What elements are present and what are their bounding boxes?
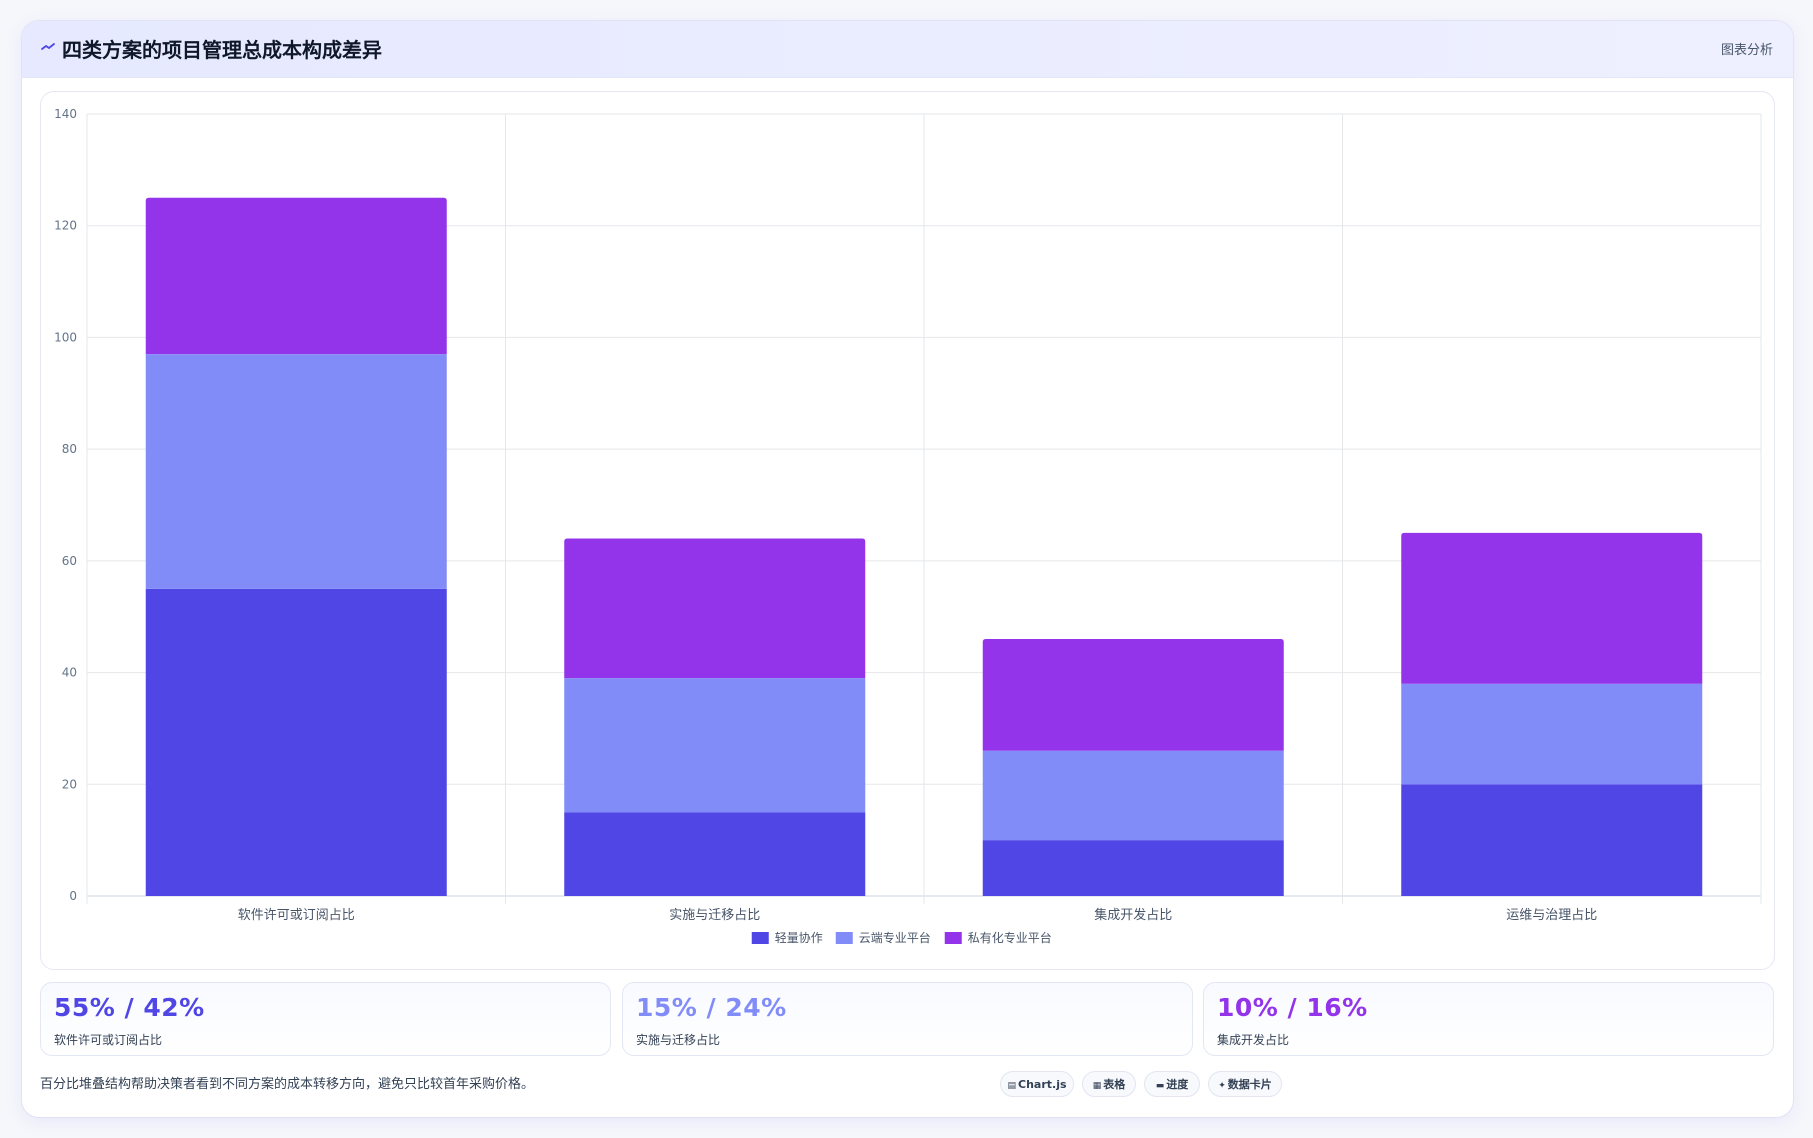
legend-label: 私有化专业平台	[968, 930, 1052, 945]
stat-card-integration: 10% / 16% 集成开发占比	[1203, 982, 1774, 1056]
x-tick-label: 集成开发占比	[1094, 907, 1172, 923]
bar-segment	[145, 354, 447, 589]
stat-label: 实施与迁移占比	[636, 1033, 721, 1047]
stat-card-implementation: 15% / 24% 实施与迁移占比	[622, 982, 1193, 1056]
bar-segment	[1401, 532, 1703, 684]
y-tick-label: 60	[62, 554, 77, 568]
bar-segment	[564, 538, 866, 679]
x-tick-label: 软件许可或订阅占比	[238, 908, 355, 923]
stat-card-license: 55% / 42% 软件许可或订阅占比	[40, 982, 611, 1056]
y-tick-label: 120	[54, 219, 77, 233]
chip-label: 表格	[1103, 1078, 1126, 1091]
stat-value: 55% / 42%	[54, 993, 205, 1022]
y-tick-label: 140	[54, 107, 77, 121]
chart-trend-icon	[40, 39, 56, 55]
legend-label: 云端专业平台	[859, 930, 931, 945]
bar-segment	[982, 840, 1284, 896]
chart-analysis-tag: 图表分析	[1720, 43, 1773, 58]
y-tick-label: 20	[62, 777, 77, 791]
bar-segment	[564, 812, 866, 896]
chart-panel: 0 20 40 60 80 100 120 140 软件许可或订阅占比 实施与迁移占比 集成开发占比…	[40, 91, 1775, 970]
stat-value: 15% / 24%	[636, 993, 787, 1022]
y-tick-label: 100	[54, 330, 77, 344]
x-tick-label: 实施与迁移占比	[669, 908, 760, 923]
page-title: 四类方案的项目管理总成本构成差异	[62, 38, 382, 62]
legend-swatch	[944, 932, 962, 944]
bar-segment	[1401, 683, 1703, 785]
chip-chartjs[interactable]: ▤ Chart.js	[1000, 1071, 1074, 1097]
sparkle-icon: ✦	[1218, 1081, 1226, 1091]
bar-segment	[982, 639, 1284, 751]
y-tick-label: 40	[62, 666, 77, 680]
chip-label: 进度	[1166, 1078, 1189, 1091]
bar-segment	[982, 750, 1284, 841]
chip-data-card[interactable]: ✦ 数据卡片	[1208, 1071, 1282, 1097]
chip-label: 数据卡片	[1227, 1078, 1272, 1091]
y-tick-label: 0	[69, 889, 77, 903]
chart-footnote: 百分比堆叠结构帮助决策者看到不同方案的成本转移方向，避免只比较首年采购价格。	[40, 1077, 535, 1092]
progress-icon: ▬	[1155, 1081, 1165, 1091]
bar-segment	[145, 588, 447, 896]
bar-segment	[145, 197, 447, 355]
legend-swatch	[751, 932, 769, 944]
legend-swatch	[835, 932, 853, 944]
legend-label: 轻量协作	[775, 930, 823, 945]
card-header: 四类方案的项目管理总成本构成差异 图表分析	[22, 21, 1793, 78]
chart-icon: ▤	[1007, 1081, 1016, 1091]
bar-segment	[564, 678, 866, 813]
table-icon: ▦	[1092, 1081, 1102, 1091]
chip-progress[interactable]: ▬ 进度	[1144, 1071, 1200, 1097]
stat-value: 10% / 16%	[1217, 993, 1368, 1022]
chip-label: Chart.js	[1018, 1078, 1067, 1091]
x-tick-label: 运维与治理占比	[1506, 908, 1597, 923]
y-tick-label: 80	[62, 442, 77, 456]
bar-segment	[1401, 784, 1703, 896]
chart-card: 四类方案的项目管理总成本构成差异 图表分析 0 20 40 60 80 100 120 140…	[21, 20, 1794, 1118]
stat-label: 集成开发占比	[1217, 1033, 1290, 1047]
stacked-bar-chart: 0 20 40 60 80 100 120 140 软件许可或订阅占比 实施与迁移占比 集成开发占比…	[54, 107, 1762, 945]
stat-label: 软件许可或订阅占比	[54, 1033, 163, 1047]
chip-table[interactable]: ▦ 表格	[1082, 1071, 1136, 1097]
